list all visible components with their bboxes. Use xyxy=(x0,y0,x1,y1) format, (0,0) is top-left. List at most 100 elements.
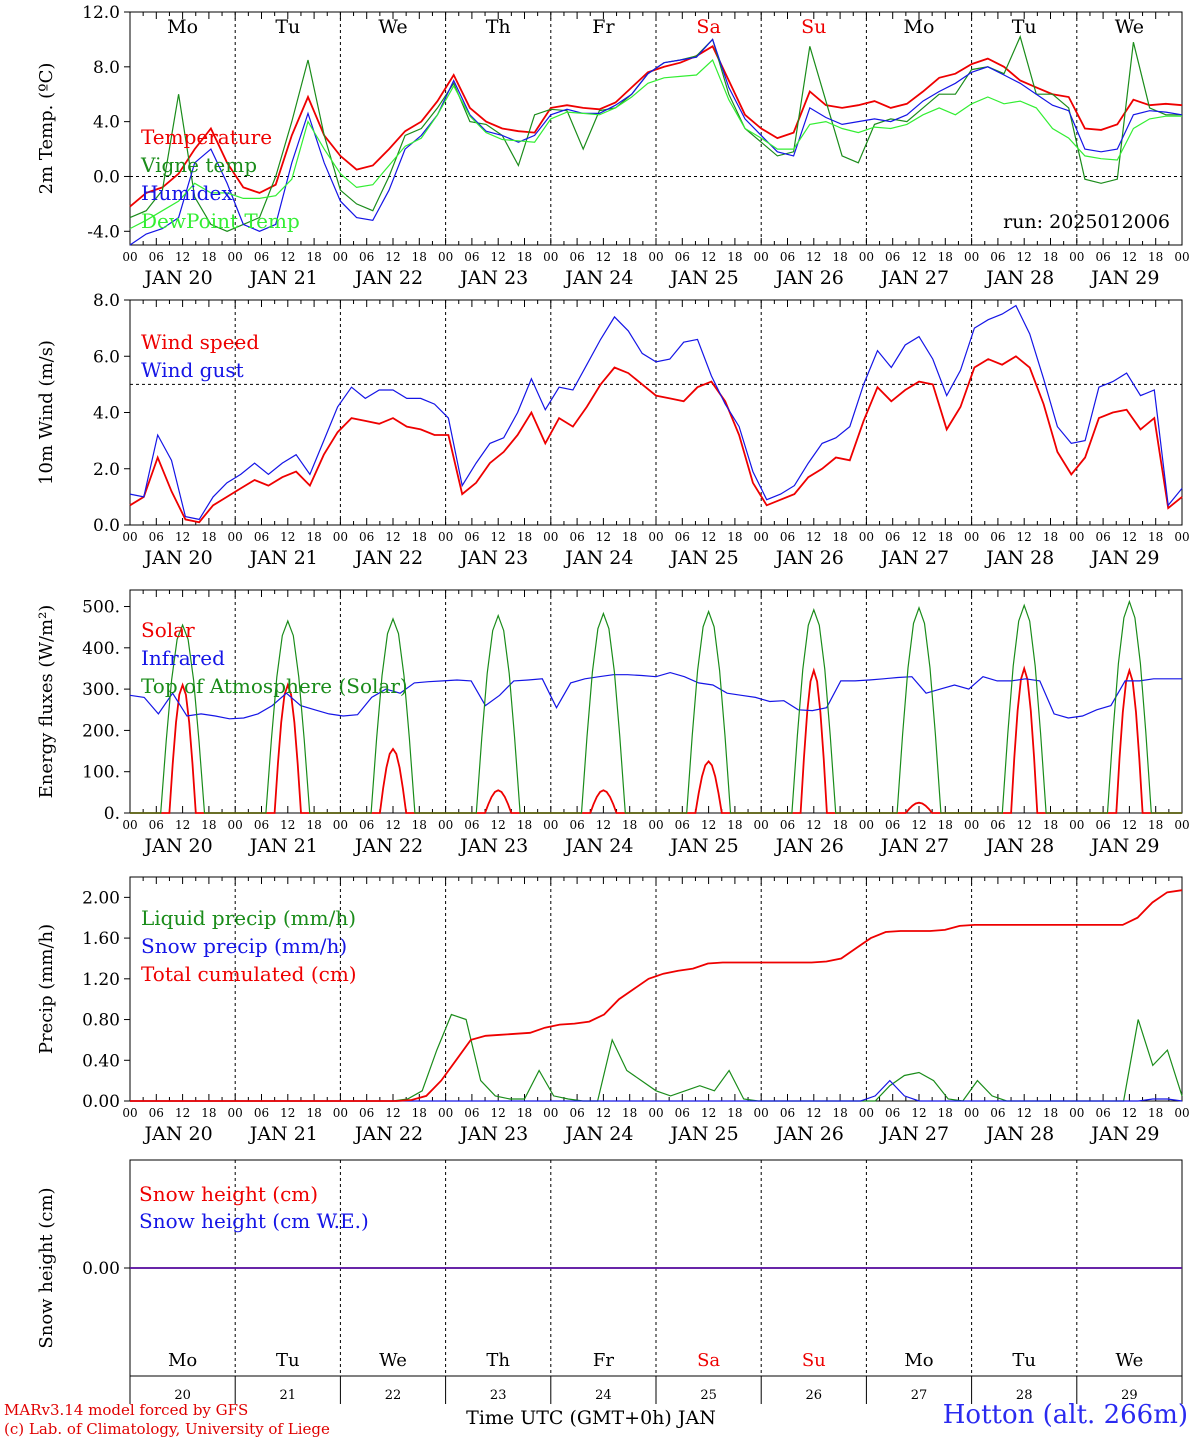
hour-label: 00 xyxy=(438,530,453,544)
hour-label: 06 xyxy=(1095,250,1110,264)
hour-label: 12 xyxy=(806,250,821,264)
hour-label: 18 xyxy=(832,530,847,544)
hour-label: 12 xyxy=(596,530,611,544)
legend-entry: Wind gust xyxy=(141,358,244,382)
hour-label: 18 xyxy=(622,818,637,832)
hour-label: 12 xyxy=(701,1106,716,1120)
hour-label: 18 xyxy=(727,530,742,544)
series-infrared xyxy=(129,671,1182,720)
lab-credit: (c) Lab. of Climatology, University of L… xyxy=(4,1420,330,1438)
hour-label: 00 xyxy=(964,250,979,264)
weekday-label: Tu xyxy=(1012,1350,1036,1371)
hour-label: 00 xyxy=(228,250,243,264)
hour-label: 06 xyxy=(569,250,584,264)
day-label: JAN 29 xyxy=(1089,267,1159,289)
y-tick-label: 8.0 xyxy=(93,291,120,311)
hour-label: 12 xyxy=(385,818,400,832)
day-label: JAN 26 xyxy=(774,1123,844,1145)
hour-label: 06 xyxy=(569,818,584,832)
hour-label: 18 xyxy=(517,530,532,544)
day-label: JAN 26 xyxy=(774,835,844,857)
hour-label: 06 xyxy=(149,1106,164,1120)
hour-label: 18 xyxy=(1043,1106,1058,1120)
hour-label: 00 xyxy=(122,818,137,832)
hour-label: 18 xyxy=(1148,250,1163,264)
day-label: JAN 24 xyxy=(563,547,633,569)
hour-label: 06 xyxy=(885,250,900,264)
weekday-label: Mo xyxy=(167,16,198,38)
day-label: JAN 29 xyxy=(1089,835,1159,857)
hour-label: 18 xyxy=(201,1106,216,1120)
hour-label: 06 xyxy=(149,250,164,264)
hour-label: 12 xyxy=(1017,818,1032,832)
weekday-label: Th xyxy=(486,1350,510,1371)
day-label: JAN 20 xyxy=(143,1123,213,1145)
hour-label: 12 xyxy=(1122,250,1137,264)
hour-label: 12 xyxy=(175,530,190,544)
y-tick-label: 0.80 xyxy=(82,1011,120,1031)
y-tick-label: 400. xyxy=(82,639,120,659)
hour-label: 12 xyxy=(385,530,400,544)
hour-label: 00 xyxy=(228,818,243,832)
day-label: JAN 25 xyxy=(669,1123,739,1145)
hour-label: 12 xyxy=(701,250,716,264)
hour-label: 06 xyxy=(780,250,795,264)
hour-label: 12 xyxy=(596,1106,611,1120)
day-label: JAN 22 xyxy=(353,547,423,569)
hour-label: 12 xyxy=(175,1106,190,1120)
panel-frame xyxy=(129,299,1183,526)
hour-label: 00 xyxy=(754,1106,769,1120)
day-number: 24 xyxy=(595,1388,612,1403)
series-dewpoint-temp xyxy=(129,58,1182,230)
hour-label: 00 xyxy=(964,1106,979,1120)
day-label: JAN 27 xyxy=(879,267,949,289)
series-humidex xyxy=(129,38,1183,246)
panel-frame xyxy=(129,589,1183,814)
hour-label: 00 xyxy=(122,1106,137,1120)
hour-label: 00 xyxy=(754,818,769,832)
hour-label: 18 xyxy=(727,250,742,264)
hour-label: 18 xyxy=(938,250,953,264)
legend-entry: Liquid precip (mm/h) xyxy=(141,906,356,930)
hour-label: 06 xyxy=(569,530,584,544)
day-label: JAN 27 xyxy=(879,1123,949,1145)
hour-label: 18 xyxy=(201,818,216,832)
hour-label: 18 xyxy=(306,250,321,264)
hour-label: 06 xyxy=(990,530,1005,544)
hour-label: 00 xyxy=(438,250,453,264)
y-tick-label: 0.00 xyxy=(82,1092,120,1112)
day-label: JAN 26 xyxy=(774,547,844,569)
hour-label: 18 xyxy=(1043,250,1058,264)
legend-entry: Wind speed xyxy=(141,330,259,354)
panel-2 xyxy=(129,589,1183,814)
panel-1 xyxy=(129,299,1183,526)
hour-label: 06 xyxy=(254,1106,269,1120)
x-axis-label: Time UTC (GMT+0h) JAN xyxy=(466,1407,716,1429)
y-tick-label: 500. xyxy=(82,598,120,618)
hour-label: 18 xyxy=(412,250,427,264)
day-label: JAN 27 xyxy=(879,547,949,569)
legend-entry: Snow precip (mm/h) xyxy=(141,934,347,958)
hour-label: 18 xyxy=(938,530,953,544)
day-label: JAN 20 xyxy=(143,547,213,569)
day-number: 22 xyxy=(385,1388,402,1403)
legend-entry: Snow height (cm W.E.) xyxy=(139,1209,369,1233)
legend-entry: DewPoint Temp xyxy=(141,209,300,233)
weekday-label: Tu xyxy=(275,16,300,38)
hour-label: 06 xyxy=(885,818,900,832)
weekday-label: Mo xyxy=(168,1350,197,1371)
hour-label: 18 xyxy=(1148,818,1163,832)
day-label: JAN 20 xyxy=(143,267,213,289)
hour-label: 18 xyxy=(938,1106,953,1120)
run-annotation: run: 2025012006 xyxy=(1003,211,1170,233)
hour-label: 06 xyxy=(675,818,690,832)
hour-label: 06 xyxy=(254,530,269,544)
hour-label: 18 xyxy=(201,530,216,544)
y-axis-label: Snow height (cm) xyxy=(36,1187,57,1348)
hour-label: 12 xyxy=(175,818,190,832)
day-label: JAN 23 xyxy=(458,835,528,857)
hour-label: 12 xyxy=(280,818,295,832)
hour-label: 18 xyxy=(1043,818,1058,832)
hour-label: 00 xyxy=(228,530,243,544)
hour-label: 06 xyxy=(780,1106,795,1120)
